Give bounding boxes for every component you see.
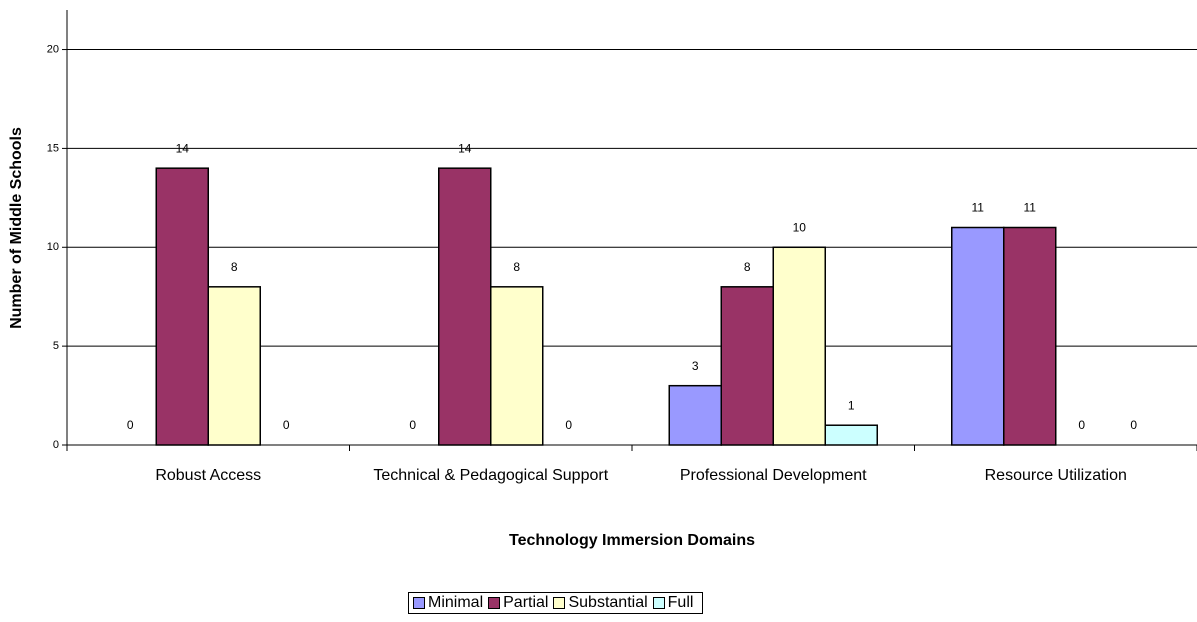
legend-swatch <box>488 597 501 609</box>
data-label: 1 <box>848 398 855 412</box>
data-label: 10 <box>793 220 807 234</box>
data-label: 0 <box>283 418 290 432</box>
data-label: 11 <box>972 201 985 215</box>
bar <box>1003 226 1057 446</box>
legend-label: Partial <box>503 594 549 611</box>
y-tick-label: 20 <box>47 43 59 55</box>
data-label: 0 <box>127 418 134 432</box>
bar <box>155 167 209 446</box>
legend-swatch <box>413 597 425 609</box>
x-axis-title: Technology Immersion Domains <box>509 532 755 549</box>
bar <box>720 286 774 446</box>
data-label: 8 <box>231 260 238 274</box>
data-label: 8 <box>513 260 520 274</box>
x-tick-label: Robust Access <box>155 467 262 484</box>
legend-item: Partial <box>488 594 548 612</box>
data-label: 0 <box>409 418 416 432</box>
x-tick-label: Resource Utilization <box>984 467 1127 484</box>
data-label: 14 <box>458 141 472 155</box>
bar <box>668 384 722 446</box>
legend-swatch <box>652 597 665 609</box>
data-label: 8 <box>744 260 751 274</box>
y-tick-label: 5 <box>53 340 59 352</box>
legend-label: Minimal <box>428 594 484 611</box>
data-label: 0 <box>1078 418 1085 432</box>
data-label: 3 <box>692 359 699 373</box>
data-label: 11 <box>1024 201 1037 215</box>
legend-item: Minimal <box>413 594 483 612</box>
legend-label: Full <box>667 594 694 611</box>
bar <box>951 226 1005 446</box>
data-label: 14 <box>176 141 190 155</box>
y-tick-label: 0 <box>53 439 59 451</box>
legend-label: Substantial <box>568 594 648 611</box>
bar <box>824 424 878 446</box>
x-tick-label: Professional Development <box>679 467 867 484</box>
data-label: 0 <box>1130 418 1137 432</box>
bar <box>490 286 544 446</box>
bar <box>207 286 261 446</box>
y-tick-label: 15 <box>47 142 59 154</box>
legend: Minimal Partial Substantial Full <box>408 592 704 614</box>
data-label: 0 <box>565 418 572 432</box>
legend-item: Full <box>652 594 694 612</box>
x-tick-label: Technical & Pedagogical Support <box>373 467 609 484</box>
legend-item: Substantial <box>553 594 648 612</box>
bar <box>438 167 492 446</box>
y-tick-label: 10 <box>47 241 59 253</box>
bar <box>772 246 826 446</box>
legend-swatch <box>553 597 566 609</box>
y-axis-title: Number of Middle Schools <box>8 127 25 329</box>
